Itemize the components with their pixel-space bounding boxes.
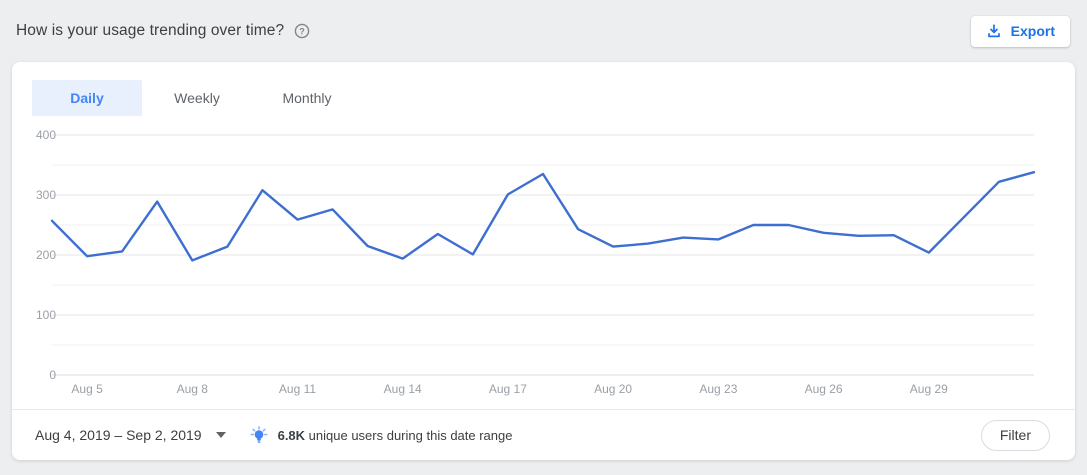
filter-button[interactable]: Filter (980, 419, 1050, 451)
insight-text: 6.8K unique users during this date range (278, 428, 513, 443)
svg-text:100: 100 (36, 308, 56, 322)
svg-text:300: 300 (36, 188, 56, 202)
date-range-selector[interactable]: Aug 4, 2019 – Sep 2, 2019 (35, 427, 226, 443)
tab-weekly[interactable]: Weekly (142, 80, 252, 116)
granularity-tabs: Daily Weekly Monthly (32, 80, 362, 116)
unique-users-caption: unique users during this date range (305, 427, 513, 443)
svg-text:400: 400 (36, 128, 56, 142)
download-icon (986, 23, 1002, 39)
svg-text:Aug 5: Aug 5 (71, 382, 103, 396)
chevron-down-icon (215, 432, 226, 438)
insight: 6.8K unique users during this date range (248, 425, 513, 445)
svg-text:200: 200 (36, 248, 56, 262)
export-button[interactable]: Export (970, 15, 1070, 47)
help-icon[interactable]: ? (294, 23, 310, 39)
tab-daily[interactable]: Daily (32, 80, 142, 116)
usage-line-chart: 0 100 200 300 400 Aug 5 Aug 8 Aug 11 Aug 14 Aug 1… (36, 128, 1036, 396)
svg-text:Aug 14: Aug 14 (384, 382, 422, 396)
tab-monthly[interactable]: Monthly (252, 80, 362, 116)
svg-text:Aug 17: Aug 17 (489, 382, 527, 396)
svg-text:Aug 8: Aug 8 (177, 382, 209, 396)
card-footer: Aug 4, 2019 – Sep 2, 2019 (12, 409, 1075, 460)
svg-text:Aug 20: Aug 20 (594, 382, 632, 396)
svg-text:Aug 29: Aug 29 (910, 382, 948, 396)
svg-text:Aug 11: Aug 11 (279, 382, 316, 396)
export-label: Export (1010, 23, 1055, 39)
svg-text:Aug 23: Aug 23 (699, 382, 737, 396)
svg-text:?: ? (299, 26, 305, 36)
page-title: How is your usage trending over time? (16, 22, 285, 39)
lightbulb-icon (248, 425, 270, 445)
page-header: How is your usage trending over time? ? … (0, 0, 1087, 62)
svg-text:Aug 26: Aug 26 (805, 382, 843, 396)
date-range-label: Aug 4, 2019 – Sep 2, 2019 (35, 427, 202, 443)
usage-card: Daily Weekly Monthly 0 100 200 300 400 Aug 5 A… (12, 62, 1075, 460)
svg-text:0: 0 (49, 368, 56, 382)
unique-users-count: 6.8K (277, 427, 306, 443)
